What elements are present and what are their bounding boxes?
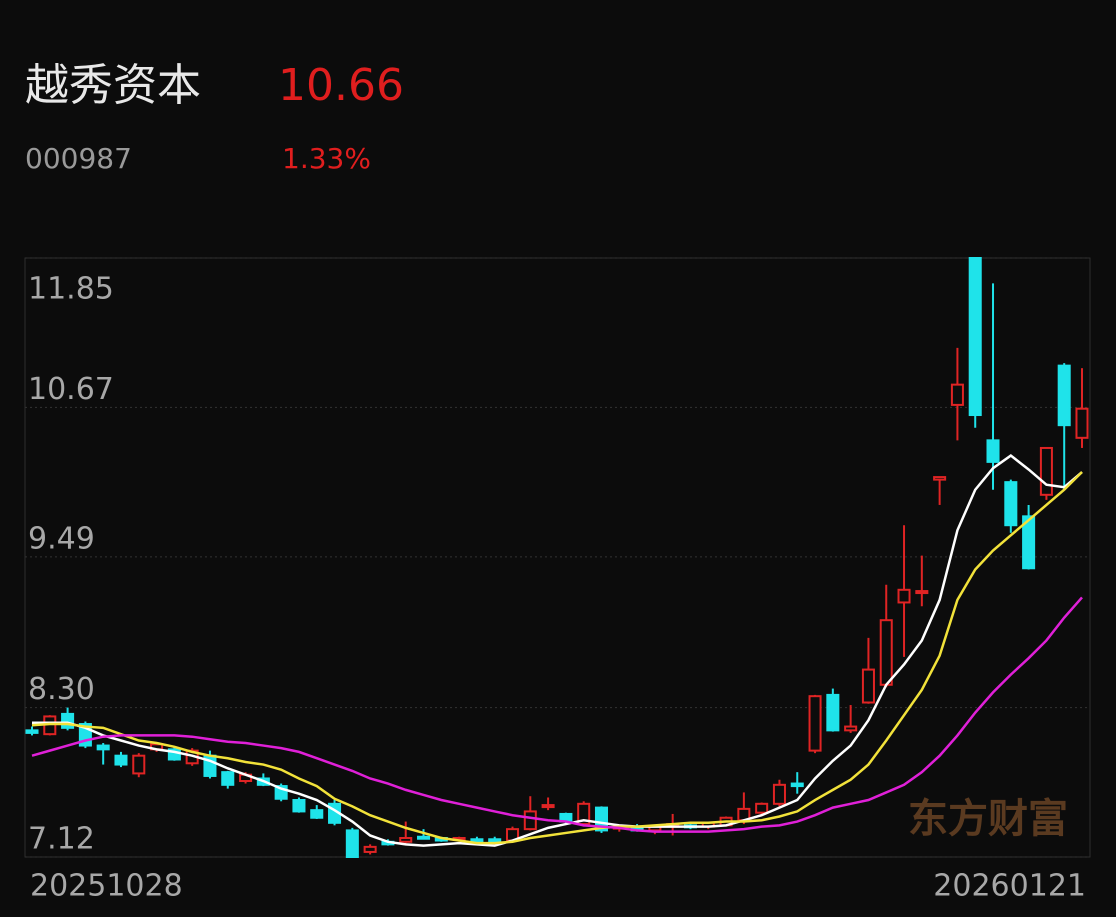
candle-body	[470, 838, 484, 843]
watermark: 东方财富	[908, 795, 1068, 842]
candle-body	[968, 257, 982, 417]
x-tick-label: 20251028	[30, 869, 183, 904]
candle-body	[167, 748, 181, 761]
candle-body	[1022, 515, 1036, 570]
candle-body	[844, 725, 858, 732]
candle-body	[897, 588, 911, 604]
moving-average-line	[31, 471, 1083, 845]
candle-body	[345, 829, 359, 859]
stock-name: 越秀资本	[25, 60, 201, 111]
candle-body	[274, 785, 288, 800]
candle-body	[221, 771, 235, 786]
candle-body	[594, 806, 609, 832]
candle-body	[523, 810, 537, 831]
candle-body	[950, 383, 964, 406]
candle-body	[132, 754, 146, 775]
candle-body	[61, 712, 75, 729]
candle-body	[417, 835, 431, 840]
x-tick-label: 20260121	[933, 869, 1086, 904]
y-tick-label: 10.67	[28, 372, 114, 407]
candle-body	[755, 802, 769, 814]
candle-body	[541, 804, 555, 809]
stock-price: 10.66	[278, 60, 404, 111]
candle-body	[808, 695, 822, 752]
candle-body	[363, 845, 377, 853]
candle-body	[879, 619, 893, 686]
candle-body	[772, 783, 786, 805]
candle-body	[78, 723, 92, 747]
candle-body	[1075, 407, 1089, 439]
candle-body	[310, 809, 324, 819]
candle-body	[488, 838, 502, 843]
candle-body	[826, 693, 840, 732]
moving-average-line	[32, 453, 1083, 847]
candle-body	[25, 729, 39, 734]
stock-code: 000987	[25, 142, 132, 175]
y-tick-label: 7.12	[28, 822, 95, 857]
candle-body	[915, 590, 929, 595]
y-tick-label: 11.85	[28, 272, 114, 307]
candle-body	[114, 754, 128, 766]
candle-body	[1039, 446, 1053, 496]
candle-body	[1004, 481, 1018, 527]
candle-body	[96, 744, 110, 751]
y-tick-label: 9.49	[28, 521, 95, 556]
moving-average-line	[31, 596, 1083, 833]
plot-frame	[24, 257, 1091, 858]
candle-body	[292, 799, 306, 813]
candle-body	[790, 782, 804, 788]
candle-body	[986, 439, 1000, 463]
candle-body	[399, 837, 413, 843]
y-tick-label: 8.30	[28, 672, 95, 707]
candle-body	[1057, 364, 1071, 427]
candle-body	[861, 668, 875, 704]
candle-body	[933, 476, 947, 481]
change-percent: 1.33%	[282, 142, 371, 175]
